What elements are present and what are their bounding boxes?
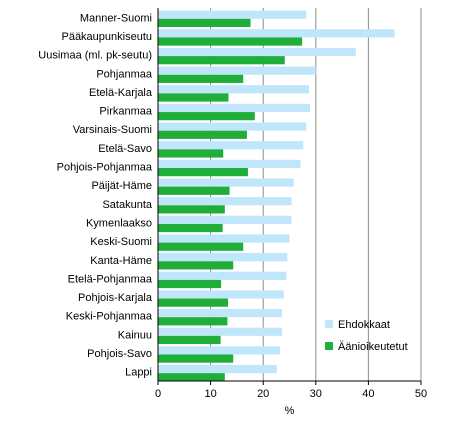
bar-ehdokkaat-keski-suomi [158,234,290,243]
bar-aanioikeutetut-lappi [158,373,225,382]
bar-ehdokkaat-pohjanmaa [158,66,316,75]
legend: Ehdokkaat Äänioikeutetut [325,319,408,353]
bar-aanioikeutetut-paijat-hame [158,186,230,195]
bar-ehdokkaat-satakunta [158,197,292,206]
bar-aanioikeutetut-pirkanmaa [158,112,255,121]
category-label-uusimaa-ml-pk-seutu: Uusimaa (ml. pk-seutu) [38,50,152,62]
category-label-satakunta: Satakunta [102,199,152,211]
bar-ehdokkaat-pohjois-karjala [158,290,284,299]
bar-aanioikeutetut-pohjois-karjala [158,298,228,307]
legend-swatch-ehdokkaat [325,320,333,328]
x-tick-label-10: 10 [204,388,216,400]
bar-ehdokkaat-keski-pohjanmaa [158,309,283,318]
x-tick-label-20: 20 [257,388,269,400]
bar-aanioikeutetut-kymenlaakso [158,223,223,233]
category-label-lappi: Lappi [125,367,152,379]
bar-aanioikeutetut-pohjois-savo [158,354,234,363]
category-label-pohjanmaa: Pohjanmaa [96,68,153,80]
bar-ehdokkaat-etela-pohjanmaa [158,271,287,280]
category-label-varsinais-suomi: Varsinais-Suomi [73,124,152,136]
legend-label-aanioikeutetut: Äänioikeutetut [338,341,408,353]
category-label-keski-pohjanmaa: Keski-Pohjanmaa [66,311,153,323]
x-tick-label-30: 30 [310,388,322,400]
category-label-kymenlaakso: Kymenlaakso [86,217,152,229]
bar-aanioikeutetut-uusimaa-ml-pk-seutu [158,56,285,65]
bar-ehdokkaat-etela-savo [158,141,304,150]
bar-aanioikeutetut-etela-karjala [158,93,229,102]
bar-ehdokkaat-paakaupunkiseutu [158,29,395,38]
axes [157,8,422,385]
bar-ehdokkaat-pirkanmaa [158,103,311,113]
bar-ehdokkaat-uusimaa-ml-pk-seutu [158,47,356,57]
tick-labels: 0 10 20 30 40 50 [155,388,427,400]
bar-ehdokkaat-etela-karjala [158,85,309,94]
legend-swatch-aanioikeutetut [325,342,333,350]
bar-ehdokkaat-kainuu [158,327,283,336]
x-tick-label-40: 40 [362,388,374,400]
bar-ehdokkaat-manner-suomi [158,10,307,19]
category-label-pohjois-savo: Pohjois-Savo [87,348,152,360]
bar-aanioikeutetut-pohjanmaa [158,74,244,83]
category-label-pohjois-karjala: Pohjois-Karjala [78,292,153,304]
x-tick-label-50: 50 [415,388,427,400]
bar-aanioikeutetut-kainuu [158,335,221,345]
category-label-paijat-hame: Päijät-Häme [91,180,152,192]
legend-label-ehdokkaat: Ehdokkaat [338,319,390,331]
category-label-paakaupunkiseutu: Pääkaupunkiseutu [61,31,152,43]
bar-ehdokkaat-pohjois-savo [158,346,281,355]
category-label-kanta-hame: Kanta-Häme [90,255,152,267]
bar-ehdokkaat-lappi [158,364,277,374]
bar-aanioikeutetut-etela-pohjanmaa [158,279,222,289]
bar-aanioikeutetut-paakaupunkiseutu [158,37,303,46]
category-label-keski-suomi: Keski-Suomi [90,236,152,248]
category-label-etela-pohjanmaa: Etelä-Pohjanmaa [68,273,153,285]
bar-aanioikeutetut-etela-savo [158,149,224,158]
category-label-pirkanmaa: Pirkanmaa [99,106,152,118]
bar-ehdokkaat-kanta-hame [158,253,288,262]
x-axis-title: % [285,405,295,417]
bar-ehdokkaat-paijat-hame [158,178,294,187]
category-label-manner-suomi: Manner-Suomi [80,12,152,24]
category-label-kainuu: Kainuu [118,329,152,341]
bars [158,10,395,382]
category-labels: Manner-Suomi Pääkaupunkiseutu Uusimaa (ml.… [38,12,153,378]
bar-aanioikeutetut-satakunta [158,205,225,214]
bar-aanioikeutetut-manner-suomi [158,18,251,27]
category-label-etela-savo: Etelä-Savo [98,143,152,155]
bar-aanioikeutetut-kanta-hame [158,261,234,270]
bar-ehdokkaat-kymenlaakso [158,215,292,224]
bar-aanioikeutetut-varsinais-suomi [158,130,247,139]
bar-ehdokkaat-pohjois-pohjanmaa [158,159,301,168]
category-label-pohjois-pohjanmaa: Pohjois-Pohjanmaa [57,162,153,174]
bar-aanioikeutetut-keski-suomi [158,242,244,251]
bar-aanioikeutetut-keski-pohjanmaa [158,317,228,326]
bar-aanioikeutetut-pohjois-pohjanmaa [158,168,248,177]
category-label-etela-karjala: Etelä-Karjala [89,87,153,99]
x-tick-label-0: 0 [155,388,161,400]
bar-ehdokkaat-varsinais-suomi [158,122,307,131]
